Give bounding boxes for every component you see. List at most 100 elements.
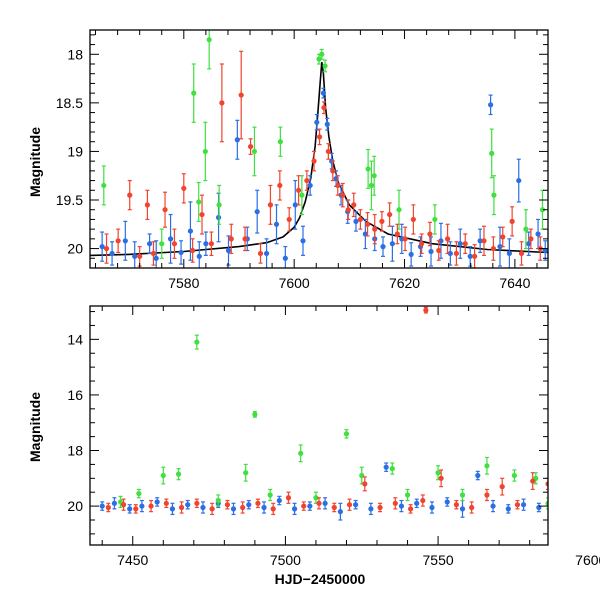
y-tick-label: 20 [67, 498, 83, 514]
red-data-point [304, 177, 310, 184]
blue-data-point [459, 506, 466, 512]
blue-data-point [429, 504, 435, 511]
blue-data-point [497, 244, 503, 250]
green-data-point [243, 470, 249, 476]
blue-data-point [185, 502, 191, 508]
x-tick-label: 7600 [279, 275, 310, 291]
blue-data-point [380, 244, 386, 250]
green-data-point [251, 148, 258, 155]
red-data-point [561, 465, 566, 470]
red-data-point [115, 238, 121, 244]
blue-data-point [225, 247, 232, 254]
red-data-point [238, 92, 244, 98]
red-data-point [240, 504, 246, 511]
green-data-point [539, 207, 546, 213]
green-data-point [196, 199, 202, 205]
blue-data-point [291, 506, 298, 512]
blue-data-point [520, 502, 527, 508]
blue-data-point [322, 500, 328, 506]
red-data-point [394, 231, 400, 237]
green-data-point [371, 173, 377, 179]
bottom-panel: 7450750075507600765014161820 [67, 305, 600, 568]
green-data-point [136, 490, 142, 497]
green-data-point [191, 90, 197, 96]
green-data-point [435, 470, 441, 476]
blue-data-point [444, 499, 450, 505]
blue-data-point [153, 255, 159, 261]
red-data-point [481, 238, 487, 244]
red-data-point [267, 202, 274, 208]
red-data-point [224, 502, 230, 508]
blue-data-point [234, 137, 240, 143]
blue-data-point [99, 244, 105, 250]
green-data-point [489, 150, 495, 156]
x-tick-label: 7550 [423, 552, 454, 568]
red-data-point [472, 253, 478, 259]
blue-data-point [109, 250, 115, 257]
green-data-point [491, 192, 497, 198]
red-data-point [364, 221, 371, 227]
blue-series [99, 87, 548, 268]
green-data-point [432, 216, 438, 223]
green-data-point [160, 472, 166, 479]
red-data-point [194, 500, 200, 506]
blue-data-point [362, 231, 368, 237]
blue-data-point [398, 503, 405, 509]
blue-data-point [368, 506, 374, 512]
red-data-point [199, 211, 205, 218]
blue-data-point [389, 241, 395, 247]
red-data-point [316, 500, 322, 506]
green-data-point [298, 450, 304, 456]
top-y-axis-label: Magnitude [27, 127, 43, 197]
red-series [105, 306, 566, 516]
red-data-point [379, 218, 385, 224]
bottom-y-axis-label: Magnitude [27, 392, 43, 462]
green-data-point [404, 492, 411, 498]
red-data-point [270, 506, 276, 512]
x-tick-label: 7450 [117, 552, 148, 568]
blue-data-point [122, 238, 128, 244]
red-data-point [453, 502, 459, 508]
green-data-point [389, 465, 395, 472]
blue-data-point [490, 503, 496, 509]
red-data-point [427, 231, 433, 237]
blue-data-point [477, 238, 483, 244]
red-data-point [372, 226, 378, 232]
blue-data-point [438, 238, 444, 244]
red-data-point [377, 504, 383, 511]
red-data-point [133, 506, 139, 512]
red-data-point [150, 250, 157, 257]
green-data-point [175, 471, 182, 477]
x-tick-label: 7500 [270, 552, 301, 568]
red-data-point [285, 495, 292, 501]
red-data-point [518, 250, 525, 257]
blue-data-point [457, 241, 463, 247]
green-data-point [523, 226, 529, 232]
blue-data-point [324, 121, 330, 127]
blue-data-point [146, 241, 153, 247]
blue-data-point [127, 506, 133, 512]
red-data-point [509, 218, 515, 224]
red-data-point [402, 236, 408, 242]
red-data-point [528, 236, 534, 242]
red-data-point [340, 192, 346, 198]
red-data-point [247, 143, 254, 150]
red-data-point [514, 502, 521, 508]
red-data-point [419, 241, 425, 247]
red-data-point [190, 247, 196, 254]
blue-data-point [263, 250, 270, 257]
red-data-point [255, 500, 261, 506]
green-data-point [206, 37, 212, 43]
red-data-point [208, 241, 214, 247]
green-data-point [396, 207, 402, 213]
blue-data-point [307, 182, 313, 189]
blue-data-point [178, 249, 184, 256]
blue-data-point [300, 238, 306, 244]
red-data-point [444, 236, 451, 242]
blue-data-point [314, 119, 320, 125]
red-data-point [490, 245, 496, 252]
blue-data-point [552, 501, 557, 506]
red-data-point [163, 500, 169, 506]
y-tick-label: 20 [67, 241, 83, 257]
